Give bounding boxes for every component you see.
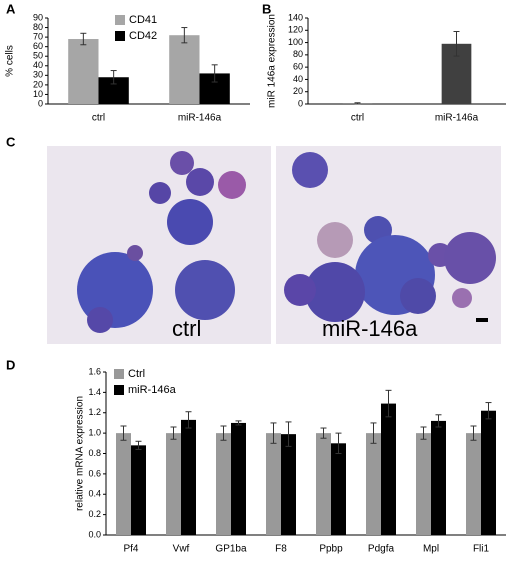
bar [481,410,496,535]
x-tick-label: GP1ba [215,544,247,555]
panel-label: C [6,134,16,149]
bar [431,420,446,535]
legend-label: CD41 [129,14,157,26]
panel-label: A [6,1,16,16]
y-tick-label: 140 [288,12,303,22]
panel-label: B [262,1,271,16]
bar [281,434,296,535]
x-tick-label: miR-146a [435,113,479,124]
y-tick-label: 0.6 [88,468,101,478]
bar [416,433,431,535]
micrograph-label: miR-146a [322,316,418,341]
x-tick-label: ctrl [351,113,364,124]
bar [316,433,331,535]
y-tick-label: 0.0 [88,529,101,539]
bar [131,445,146,535]
x-tick-label: ctrl [92,113,105,124]
bar [116,433,131,535]
bar [331,443,346,535]
y-tick-label: 40 [33,60,43,70]
legend-label: CD42 [129,30,157,42]
legend-swatch [115,31,125,41]
y-tick-label: 1.4 [88,387,101,397]
x-tick-label: Pf4 [123,544,138,555]
y-tick-label: 90 [33,12,43,22]
y-tick-label: 0.8 [88,448,101,458]
y-tick-label: 0 [298,98,303,108]
bar [366,433,381,535]
y-tick-label: 1.6 [88,366,101,376]
bar [381,403,396,535]
x-tick-label: Fli1 [473,544,490,555]
legend-swatch [114,369,124,379]
micrograph-label: ctrl [172,316,201,341]
x-tick-label: F8 [275,544,287,555]
y-tick-label: 100 [288,37,303,47]
x-tick-label: Mpl [423,544,439,555]
bar [169,35,200,105]
bar [231,422,246,535]
y-tick-label: 10 [33,89,43,99]
x-tick-label: miR-146a [178,113,222,124]
y-tick-label: 0.4 [88,489,101,499]
y-axis-label: miR 146a expression [267,14,278,108]
x-tick-label: Ppbp [319,544,343,555]
y-tick-label: 20 [293,86,303,96]
x-tick-label: Vwf [173,544,190,555]
legend-label: Ctrl [128,368,145,380]
y-tick-label: 70 [33,31,43,41]
y-tick-label: 60 [33,41,43,51]
y-axis-label: relative mRNA expression [75,396,86,511]
y-tick-label: 120 [288,25,303,35]
x-tick-label: Pdgfa [368,544,395,555]
y-tick-label: 40 [293,74,303,84]
y-tick-label: 1.2 [88,407,101,417]
y-tick-label: 20 [33,79,43,89]
y-tick-label: 30 [33,70,43,80]
legend-swatch [115,15,125,25]
y-axis-label: % cells [5,45,16,77]
bar [466,433,481,535]
y-tick-label: 50 [33,51,43,61]
y-tick-label: 60 [293,62,303,72]
legend-label: miR-146a [128,384,177,396]
bar [166,433,181,535]
y-tick-label: 80 [293,49,303,59]
y-tick-label: 80 [33,22,43,32]
bar [216,433,231,535]
bar [266,433,281,535]
y-tick-label: 0 [38,98,43,108]
bar [181,419,196,535]
y-tick-label: 1.0 [88,428,101,438]
bar [68,39,99,105]
y-tick-label: 0.2 [88,509,101,519]
legend-swatch [114,385,124,395]
micrograph [47,146,501,344]
panel-label: D [6,357,15,372]
